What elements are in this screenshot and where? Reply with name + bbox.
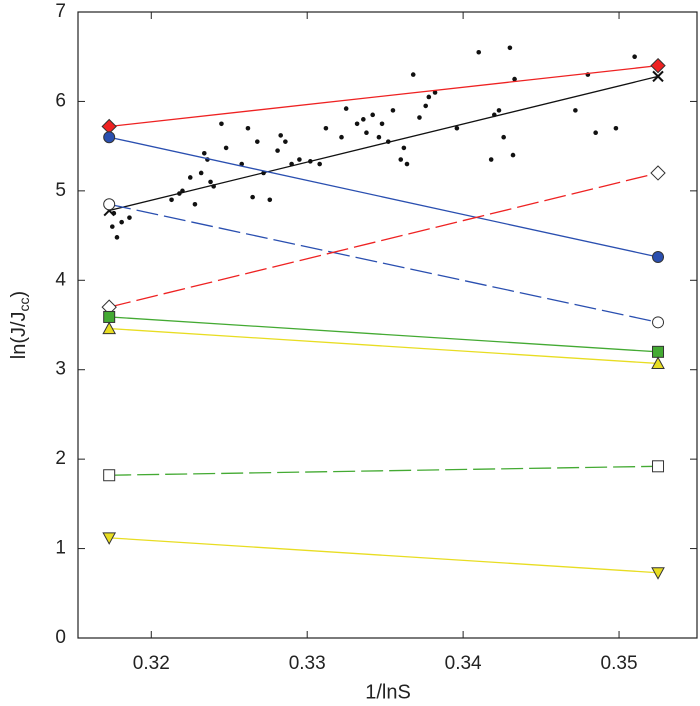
scatter-point xyxy=(593,130,598,136)
scatter-point xyxy=(398,157,404,162)
scatter-point xyxy=(208,179,213,185)
marker xyxy=(103,469,116,482)
scatter-point xyxy=(376,134,382,140)
y-tick-label: 1 xyxy=(55,538,66,559)
scatter-point xyxy=(110,224,115,229)
y-tick-label: 6 xyxy=(55,90,66,111)
scatter-point xyxy=(187,175,193,180)
scatter-point xyxy=(432,90,438,95)
scatter-point xyxy=(275,148,280,153)
x-tick-label: 0.32 xyxy=(133,653,170,674)
scatter-point xyxy=(390,108,396,113)
scatter-point xyxy=(632,54,637,60)
scatter-point xyxy=(573,108,578,113)
scatter-point xyxy=(283,139,288,144)
scatter-point xyxy=(404,161,410,167)
marker xyxy=(650,165,666,181)
y-tick-label: 4 xyxy=(55,269,66,290)
marker xyxy=(652,251,665,264)
scatter-point xyxy=(423,103,429,109)
scatter-point xyxy=(223,145,229,151)
x-tick-label: 0.33 xyxy=(289,653,326,674)
y-tick-label: 3 xyxy=(55,359,66,380)
y-axis-title-part: ln(J/J xyxy=(8,311,30,359)
scatter-point xyxy=(317,161,322,167)
scatter-point xyxy=(370,112,375,118)
scatter-point xyxy=(323,125,329,131)
scatter-point xyxy=(239,161,245,167)
scatter-point xyxy=(343,106,349,111)
marker xyxy=(102,532,117,545)
y-tick-label: 5 xyxy=(55,180,66,201)
scatter-point xyxy=(267,197,273,203)
scatter-point xyxy=(245,125,251,131)
scatter-point xyxy=(501,134,506,140)
series-line xyxy=(109,316,659,353)
scatter-point xyxy=(192,201,198,207)
scatter-point xyxy=(114,235,120,240)
x-axis-title: 1/lnS xyxy=(365,681,411,703)
scatter-point xyxy=(278,133,283,138)
scatter-point xyxy=(198,170,204,176)
y-axis-title: ln(J/Jcc) xyxy=(8,291,31,359)
series-line xyxy=(109,172,659,308)
scatter-point xyxy=(379,121,385,127)
scatter-point xyxy=(297,157,302,162)
scatter-point xyxy=(401,145,407,151)
series-line xyxy=(109,465,659,476)
y-axis-title-subscript: cc xyxy=(16,297,32,311)
scatter-point xyxy=(201,150,207,156)
scatter-point xyxy=(250,194,255,200)
marker xyxy=(103,310,116,323)
scatter-point xyxy=(488,157,494,162)
series-line xyxy=(109,327,659,365)
series-line xyxy=(109,75,659,212)
scatter-point xyxy=(426,94,432,100)
series-line xyxy=(109,537,659,574)
scatter-point xyxy=(410,72,416,77)
scatter-point xyxy=(613,125,619,131)
marker xyxy=(651,356,665,369)
marker xyxy=(651,567,665,580)
scatter-point xyxy=(510,152,516,158)
scatter-point xyxy=(127,215,132,220)
y-tick-label: 2 xyxy=(55,448,66,469)
marker xyxy=(652,316,665,329)
y-axis-title-part: ) xyxy=(8,291,30,298)
scatter-point xyxy=(507,45,513,51)
scatter-point xyxy=(496,108,502,113)
series-line xyxy=(109,136,659,258)
marker xyxy=(652,345,665,358)
scatter-point xyxy=(364,130,369,136)
plot-frame xyxy=(77,11,698,639)
scatter-point xyxy=(219,121,224,127)
x-tick-label: 0.34 xyxy=(445,653,482,674)
marker xyxy=(103,131,116,144)
marker xyxy=(103,198,116,211)
scatter-point xyxy=(361,117,366,122)
scatter-point xyxy=(476,49,482,55)
marker xyxy=(652,460,665,473)
scatter-point xyxy=(454,125,460,131)
x-tick-label: 0.35 xyxy=(601,653,638,674)
marker xyxy=(650,57,666,74)
marker xyxy=(102,321,117,335)
marker xyxy=(652,70,664,83)
scatter-point xyxy=(119,219,124,225)
scatter-point xyxy=(339,134,344,140)
scatter-point xyxy=(512,76,517,82)
scatter-point xyxy=(255,139,260,144)
y-tick-label: 0 xyxy=(55,627,66,648)
scatter-point xyxy=(417,115,422,120)
series-line xyxy=(109,203,659,323)
series-line xyxy=(109,65,659,128)
scatter-point xyxy=(169,197,174,203)
scatter-point xyxy=(354,121,360,127)
y-tick-label: 7 xyxy=(55,1,66,22)
